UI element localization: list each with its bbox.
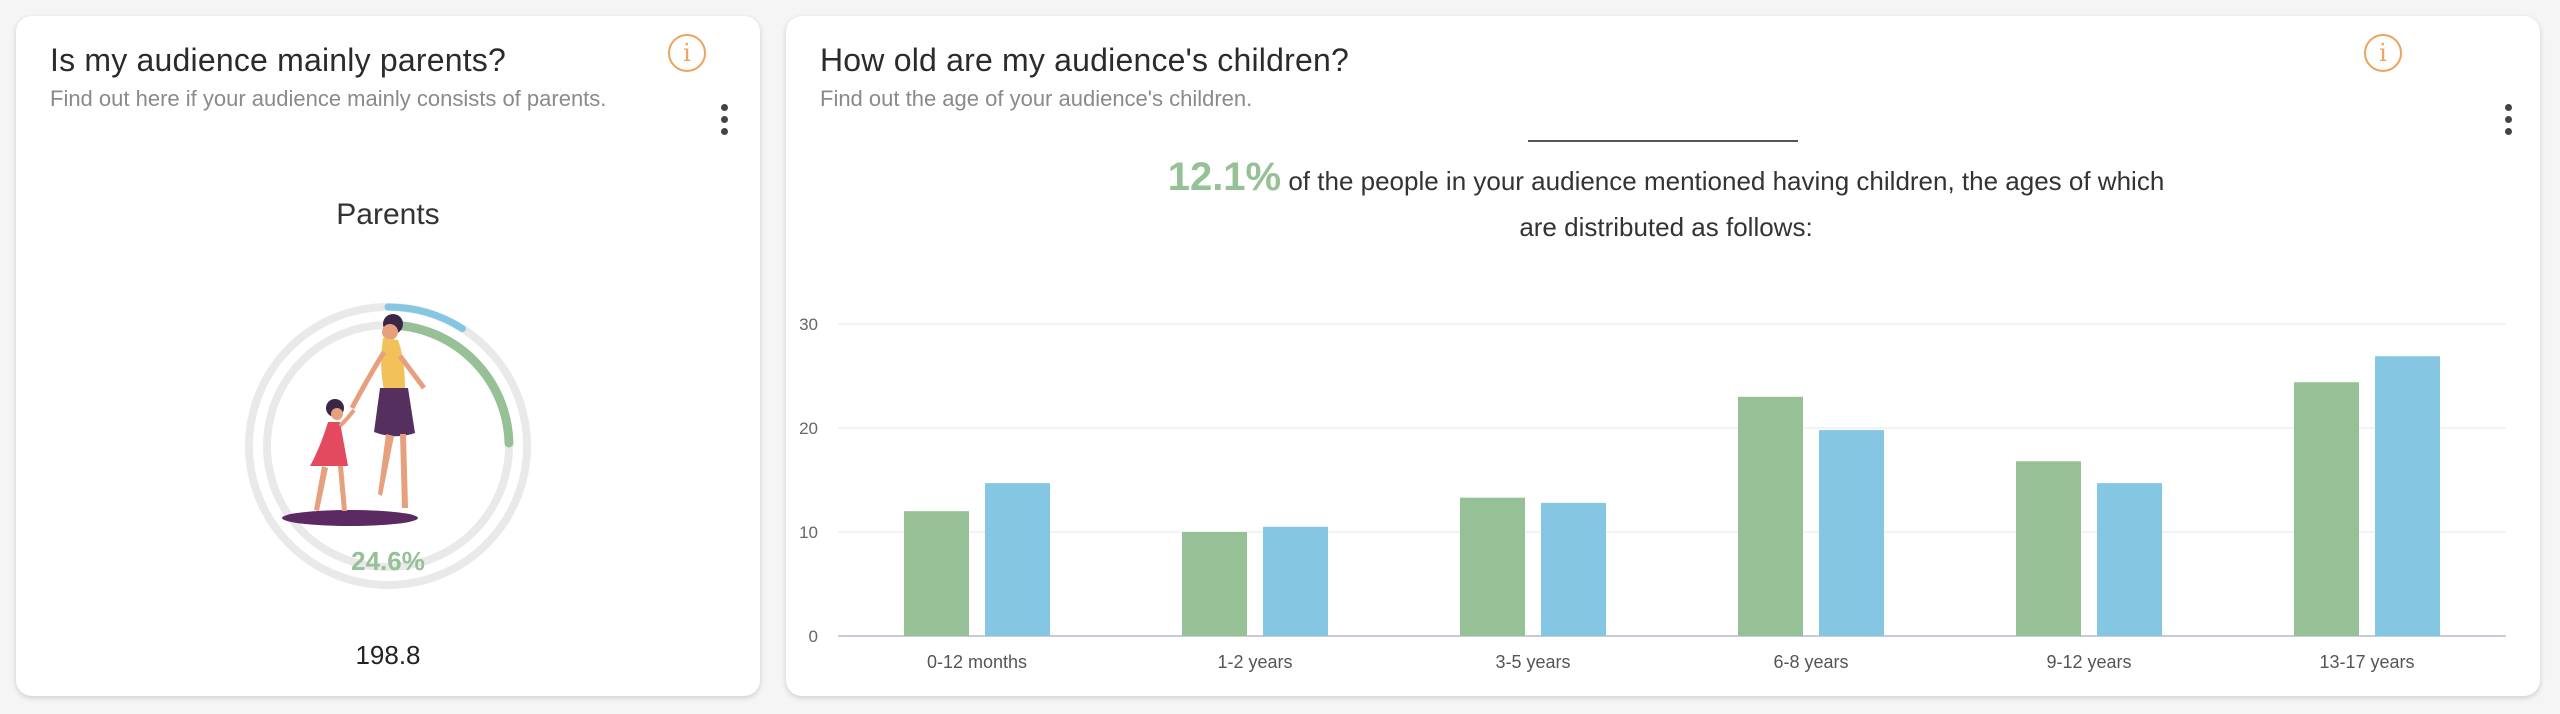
- bar[interactable]: [1182, 532, 1247, 636]
- outer-ring-arc: [384, 303, 466, 333]
- parents-count: 198.8: [355, 640, 421, 670]
- bar[interactable]: [2375, 356, 2440, 636]
- headline-divider: [1528, 140, 1798, 142]
- x-tick-label: 6-8 years: [1773, 652, 1848, 672]
- y-tick-label: 30: [799, 315, 818, 334]
- x-tick-label: 13-17 years: [2319, 652, 2414, 672]
- parents-donut-chart: [245, 303, 531, 589]
- x-tick-label: 1-2 years: [1217, 652, 1292, 672]
- bar[interactable]: [2294, 382, 2359, 636]
- bar[interactable]: [1541, 502, 1606, 636]
- more-options-icon[interactable]: [719, 104, 729, 138]
- more-options-icon[interactable]: [2503, 104, 2513, 138]
- y-tick-label: 10: [799, 523, 818, 542]
- children-age-card: How old are my audience's children? Find…: [786, 16, 2540, 696]
- children-card-title: How old are my audience's children?: [820, 42, 1349, 78]
- bar[interactable]: [985, 483, 1050, 636]
- bar[interactable]: [1460, 497, 1525, 636]
- children-headline-text: of the people in your audience mentioned…: [1281, 166, 2165, 242]
- bar[interactable]: [2097, 483, 2162, 636]
- x-tick-label: 3-5 years: [1495, 652, 1570, 672]
- info-icon[interactable]: i: [2364, 34, 2402, 72]
- info-icon[interactable]: i: [668, 34, 706, 72]
- parents-card-subtitle: Find out here if your audience mainly co…: [50, 86, 607, 111]
- x-tick-label: 0-12 months: [927, 652, 1027, 672]
- parents-chart-label: Parents: [336, 198, 440, 231]
- mother-child-illustration: [282, 314, 426, 526]
- inner-ring-arc: [383, 320, 514, 448]
- x-tick-label: 9-12 years: [2046, 652, 2131, 672]
- bar[interactable]: [1738, 396, 1803, 636]
- bar[interactable]: [2016, 461, 2081, 636]
- y-tick-label: 20: [799, 419, 818, 438]
- children-card-subtitle: Find out the age of your audience's chil…: [820, 86, 1253, 111]
- parents-percentage: 24.6%: [351, 546, 425, 576]
- children-age-bar-chart: 0 10 20 30 0-12 months 1-2 years 3-5 years 6-8 …: [799, 315, 2506, 672]
- bar[interactable]: [1819, 430, 1884, 636]
- parents-card-title: Is my audience mainly parents?: [50, 42, 506, 78]
- bar[interactable]: [1263, 526, 1328, 636]
- parents-card: Is my audience mainly parents? Find out …: [16, 16, 760, 696]
- children-headline-percent: 12.1%: [1167, 155, 1282, 199]
- y-tick-label: 0: [809, 627, 818, 646]
- children-headline: 12.1% of the people in your audience men…: [1166, 154, 2166, 250]
- bar[interactable]: [904, 511, 969, 636]
